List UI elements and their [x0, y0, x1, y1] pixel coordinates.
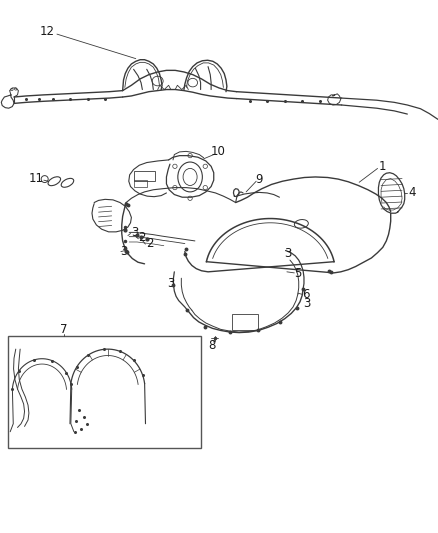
Text: 7: 7 — [60, 323, 67, 336]
Bar — [232, 314, 258, 330]
Text: 12: 12 — [40, 26, 55, 38]
Bar — [8, 336, 201, 448]
Bar — [134, 171, 155, 181]
Text: 10: 10 — [211, 146, 226, 158]
Text: 3: 3 — [285, 247, 292, 260]
Text: 5: 5 — [294, 268, 301, 280]
Text: 3: 3 — [303, 297, 310, 310]
Text: 3: 3 — [131, 226, 138, 239]
Text: 1: 1 — [378, 160, 386, 173]
Text: 4: 4 — [408, 187, 416, 199]
Text: 3: 3 — [120, 245, 127, 258]
Text: 3: 3 — [167, 277, 174, 290]
Text: 11: 11 — [29, 172, 44, 185]
Text: 8: 8 — [209, 339, 216, 352]
Text: 9: 9 — [255, 173, 263, 185]
Text: 6: 6 — [302, 288, 310, 301]
Bar — [134, 180, 147, 187]
Text: 2: 2 — [138, 231, 146, 244]
Text: 2: 2 — [146, 237, 154, 249]
